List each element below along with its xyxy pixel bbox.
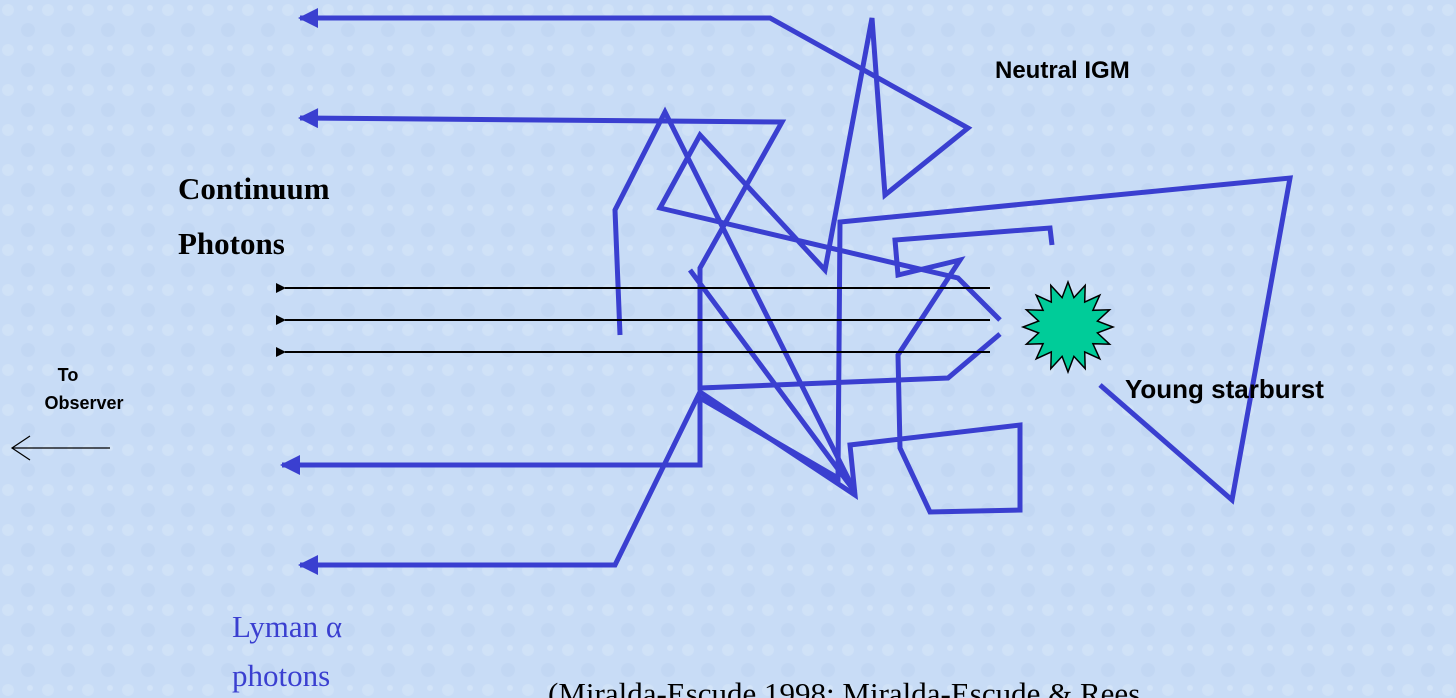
page: Neutral IGM Continuum Photons To Observe… bbox=[0, 0, 1456, 698]
starburst bbox=[1023, 282, 1113, 372]
continuum-label: Photons bbox=[178, 226, 285, 261]
background bbox=[0, 0, 1456, 698]
observer-label: To bbox=[58, 365, 79, 385]
neutral-igm-label: Neutral IGM bbox=[995, 57, 1130, 84]
lyman-label: photons bbox=[232, 658, 330, 693]
lyman-label: Lyman α bbox=[232, 609, 342, 644]
starburst-label: Young starburst bbox=[1125, 374, 1324, 404]
continuum-label: Continuum bbox=[178, 171, 330, 206]
diagram: Neutral IGM Continuum Photons To Observe… bbox=[0, 0, 1456, 698]
observer-label: Observer bbox=[44, 393, 123, 413]
citation: (Miralda-Escude 1998; Miralda-Escude & R… bbox=[548, 676, 1140, 698]
